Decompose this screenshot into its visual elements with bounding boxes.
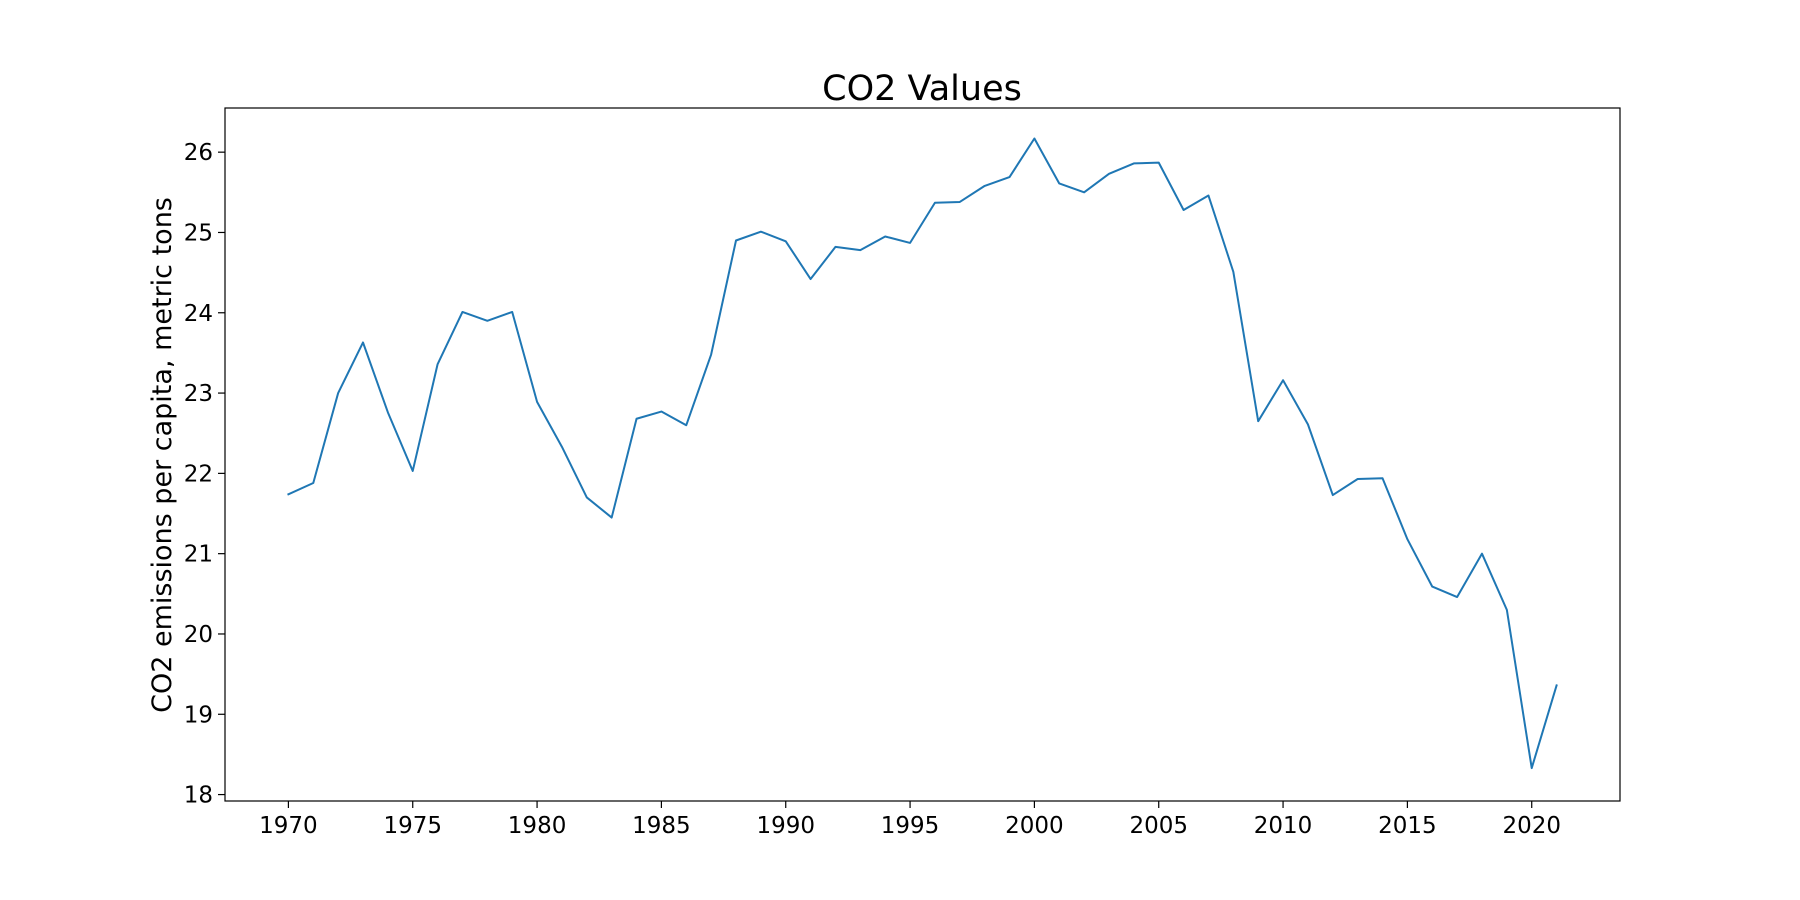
x-tick-label: 2000	[1005, 813, 1064, 839]
y-tick-label: 18	[184, 783, 213, 809]
y-tick-label: 24	[184, 301, 213, 327]
x-tick-label: 1985	[632, 813, 691, 839]
y-tick-label: 20	[184, 622, 213, 648]
x-tick-label: 1995	[881, 813, 940, 839]
series-line	[287, 137, 1558, 770]
y-tick-label: 22	[184, 461, 213, 487]
chart-title: CO2 Values	[822, 69, 1022, 109]
x-tick-label: 1980	[508, 813, 567, 839]
x-tick-label: 2015	[1378, 813, 1437, 839]
y-tick-label: 26	[184, 140, 213, 166]
y-tick-label: 25	[184, 220, 213, 246]
y-axis: 18 19 20 21 22 23 24 25 26	[184, 140, 225, 809]
y-tick-label: 19	[184, 702, 213, 728]
plot-area	[224, 107, 1621, 802]
x-tick-label: 2020	[1502, 813, 1561, 839]
y-axis-label: CO2 emissions per capita, metric tons	[147, 197, 178, 713]
y-tick-label: 23	[184, 381, 213, 407]
y-tick-label: 21	[184, 542, 213, 568]
x-tick-label: 1975	[383, 813, 442, 839]
x-tick-label: 1990	[756, 813, 815, 839]
x-tick-label: 1970	[259, 813, 318, 839]
x-tick-label: 2005	[1129, 813, 1188, 839]
x-tick-label: 2010	[1254, 813, 1313, 839]
x-axis: 1970 1975 1980 1985 1990 1995 2000 2005 2010 2015…	[259, 801, 1561, 839]
